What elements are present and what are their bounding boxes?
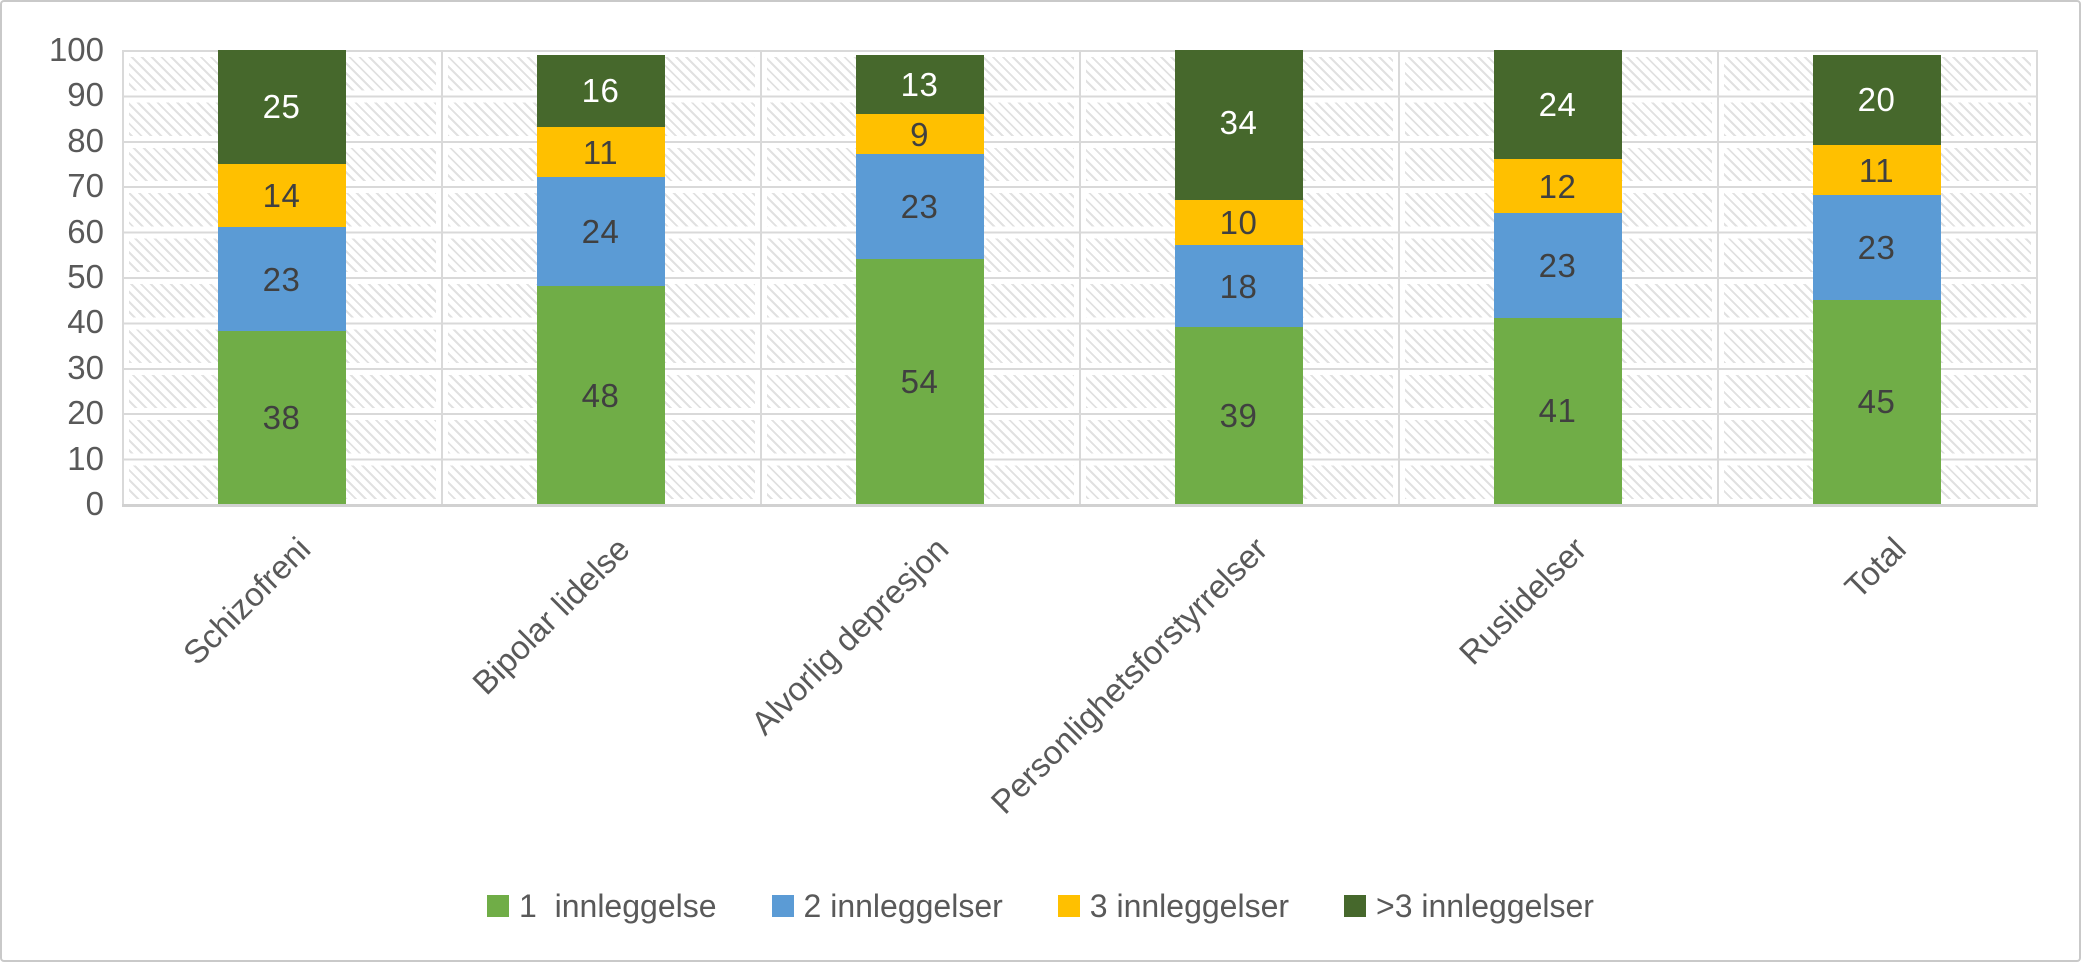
data-label: 41: [1538, 392, 1577, 430]
y-tick-label: 10: [67, 439, 104, 477]
bar-segment: 41: [1493, 317, 1622, 504]
bar-segment: 34: [1174, 50, 1303, 200]
data-label: 14: [262, 176, 301, 214]
bar-segment: 38: [217, 331, 346, 504]
y-tick-label: 0: [85, 485, 104, 522]
bar-segment: 23: [1493, 213, 1622, 318]
x-category-label: Schizofreni: [176, 530, 318, 672]
legend-label: 3 innleggelser: [1089, 888, 1290, 924]
data-label: 18: [1219, 267, 1258, 305]
y-tick-label: 20: [67, 394, 104, 432]
data-label: 23: [262, 260, 301, 298]
x-category-label: Alvorlig depresjon: [744, 530, 956, 742]
x-category-label: Ruslidelser: [1452, 530, 1594, 672]
data-label: 16: [581, 72, 620, 110]
data-label: 25: [262, 88, 301, 126]
y-tick-label: 50: [67, 258, 104, 295]
bar-segment: 24: [1493, 50, 1622, 159]
bar-segment: 24: [536, 177, 665, 287]
data-label: 23: [900, 188, 939, 226]
legend-label: >3 innleggelser: [1376, 888, 1594, 924]
bar-segment: 45: [1812, 299, 1941, 504]
legend-swatch-icon: [487, 895, 510, 917]
data-label: 45: [1857, 383, 1896, 421]
y-tick-label: 80: [67, 121, 104, 159]
bar-segment: 12: [1493, 159, 1622, 214]
data-label: 13: [900, 65, 939, 103]
legend-swatch-icon: [771, 895, 794, 917]
data-label: 23: [1857, 229, 1896, 266]
bar-segment: 23: [855, 154, 984, 259]
bar-segment: 54: [855, 258, 984, 504]
bar-alvorlig-depresjon: 54 23 9 13: [855, 54, 984, 504]
y-tick-label: 70: [67, 167, 104, 205]
legend-label: 1 innleggelse: [519, 888, 717, 924]
data-label: 24: [1538, 86, 1577, 124]
legend-swatch-icon: [1057, 895, 1080, 917]
data-label: 38: [262, 399, 301, 437]
data-label: 24: [581, 213, 620, 251]
x-category-label: Bipolar lidelse: [465, 530, 637, 702]
bar-segment: 25: [217, 50, 346, 164]
bar-segment: 23: [217, 227, 346, 332]
legend-label: 2 innleggelser: [803, 888, 1003, 924]
bar-segment: 39: [1174, 326, 1303, 504]
bar-segment: 11: [1812, 145, 1941, 196]
x-axis-labels: Schizofreni Bipolar lidelse Alvorlig depre…: [122, 504, 2036, 821]
legend-item: 3 innleggelser: [1057, 886, 1290, 926]
bar-personlighetsforstyrrelser: 39 18 10 34: [1174, 50, 1303, 504]
data-label: 20: [1857, 81, 1896, 119]
bar-segment: 9: [855, 113, 984, 155]
legend-swatch-icon: [1344, 895, 1367, 917]
bar-segment: 14: [217, 163, 346, 228]
data-label: 23: [1538, 247, 1577, 285]
bar-segment: 48: [536, 286, 665, 504]
bar-segment: 13: [855, 54, 984, 114]
bar-schizofreni: 38 23 14 25: [217, 50, 346, 504]
legend-item: 2 innleggelser: [771, 886, 1003, 926]
data-label: 11: [582, 133, 619, 171]
data-label: 48: [581, 376, 620, 414]
legend-item: >3 innleggelser: [1344, 886, 1594, 926]
data-label: 34: [1219, 104, 1258, 142]
data-label: 39: [1219, 396, 1258, 434]
x-category-label: Total: [1837, 530, 1913, 606]
chart-legend: 1 innleggelse 2 innleggelser 3 innleggelse…: [2, 886, 2079, 926]
x-category-label: Personlighetsforstyrrelser: [983, 530, 1275, 821]
data-label: 10: [1219, 204, 1258, 242]
bar-segment: 16: [536, 54, 665, 128]
bar-segment: 10: [1174, 199, 1303, 246]
bar-segment: 18: [1174, 245, 1303, 327]
plot-area: 38 23 14 25 48 24 11 16 54 23 9 13 39 18 10 34 41 23 12 24 4…: [122, 50, 2038, 507]
bar-bipolar-lidelse: 48 24 11 16: [536, 54, 665, 504]
data-label: 12: [1538, 167, 1577, 205]
bar-segment: 20: [1812, 54, 1941, 146]
y-tick-label: 100: [48, 31, 104, 68]
bar-ruslidelser: 41 23 12 24: [1493, 50, 1622, 504]
y-tick-label: 40: [67, 303, 104, 341]
data-label: 9: [910, 115, 929, 153]
y-tick-label: 90: [67, 76, 104, 114]
data-label: 11: [1858, 151, 1895, 189]
data-label: 54: [900, 362, 939, 400]
bar-segment: 11: [536, 127, 665, 178]
legend-item: 1 innleggelse: [487, 886, 717, 926]
y-axis: 0 10 20 30 40 50 60 70 80 90 100: [2, 31, 104, 522]
y-tick-label: 60: [67, 212, 104, 250]
bar-segment: 23: [1812, 195, 1941, 300]
bar-total: 45 23 11 20: [1812, 54, 1941, 504]
y-tick-label: 30: [67, 348, 104, 386]
